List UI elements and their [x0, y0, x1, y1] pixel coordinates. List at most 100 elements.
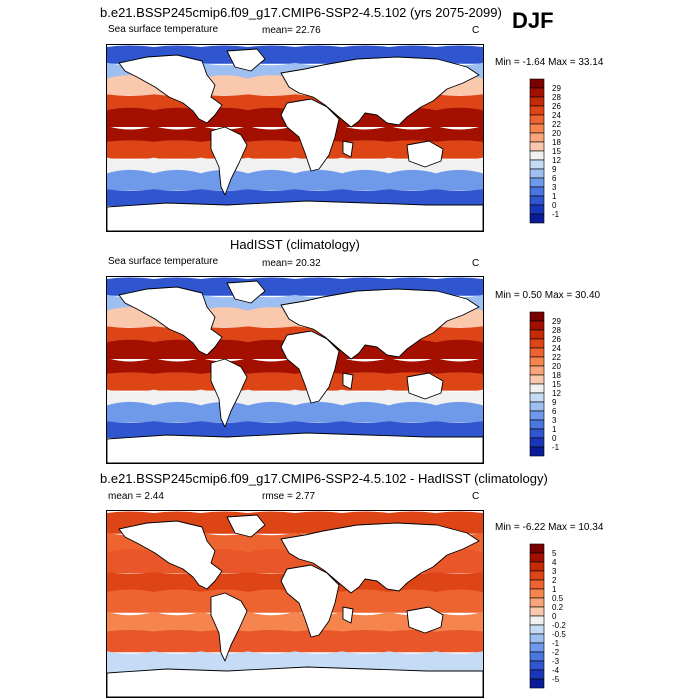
colorbar-box [529, 588, 545, 599]
panel-3-rmse-label: rmse = 2.77 [262, 491, 316, 502]
colorbar-box [529, 561, 545, 572]
colorbar-tick-label: -4 [552, 666, 560, 675]
colorbar-box [529, 123, 545, 134]
colorbar-tick-label: 15 [552, 147, 561, 156]
panel-3-unit: C [472, 491, 480, 502]
colorbar-tick-label: 28 [552, 326, 561, 335]
sst-band [107, 421, 483, 438]
colorbar-box [529, 615, 545, 626]
panel-3-map [106, 510, 484, 698]
colorbar-box [529, 356, 545, 367]
colorbar-tick-label: 4 [552, 558, 557, 567]
colorbar-tick-label: 6 [552, 174, 557, 183]
colorbar-box [529, 669, 545, 680]
land-outline [226, 48, 266, 72]
colorbar-box [529, 437, 545, 448]
colorbar-box [529, 597, 545, 608]
colorbar-box [529, 311, 545, 322]
colorbar-tick-label: 3 [552, 183, 557, 192]
colorbar-tick-label: -3 [552, 657, 560, 666]
colorbar-box [529, 105, 545, 116]
colorbar-box [529, 177, 545, 188]
panel-1-map-plot [107, 45, 483, 231]
sst-band [107, 401, 483, 423]
colorbar-box [529, 338, 545, 349]
colorbar-tick-label: 6 [552, 407, 557, 416]
panel-1-title: b.e21.BSSP245cmip6.f09_g17.CMIP6-SSP2-4.… [100, 5, 502, 20]
sst-band [107, 126, 483, 143]
colorbar-tick-label: 15 [552, 380, 561, 389]
colorbar-box [529, 87, 545, 98]
land-outline [280, 98, 340, 172]
land-outline [280, 522, 480, 594]
colorbar-box [529, 96, 545, 107]
colorbar-box [529, 374, 545, 385]
colorbar-tick-label: 26 [552, 102, 561, 111]
colorbar-box [529, 552, 545, 563]
panel-2-title: HadISST (climatology) [230, 237, 360, 252]
land-outline [406, 140, 444, 168]
colorbar-tick-label: 18 [552, 138, 561, 147]
land-outline [342, 140, 354, 158]
colorbar-tick-label: 0 [552, 434, 557, 443]
colorbar-box [529, 168, 545, 179]
colorbar-tick-label: 3 [552, 416, 557, 425]
colorbar-box [529, 579, 545, 590]
colorbar-tick-label: -2 [552, 648, 560, 657]
panel-2-mean-label: mean= 20.32 [262, 258, 321, 269]
colorbar-box [529, 392, 545, 403]
panel-2-variable-label: Sea surface temperature [108, 256, 219, 267]
colorbar-box [529, 114, 545, 125]
colorbar-box [529, 320, 545, 331]
colorbar-tick-label: 20 [552, 129, 561, 138]
land-outline [280, 564, 340, 638]
colorbar-tick-label: 29 [552, 84, 561, 93]
land-outline [210, 358, 248, 428]
land-outline [210, 126, 248, 196]
colorbar-box [529, 446, 545, 457]
colorbar-tick-label: -0.5 [552, 630, 566, 639]
panel-2-minmax: Min = 0.50 Max = 30.40 [495, 290, 601, 301]
colorbar-box [529, 159, 545, 170]
colorbar-box [529, 419, 545, 430]
panel-2-map-plot [107, 277, 483, 463]
panel-2-unit: C [472, 258, 480, 269]
sst-band [107, 169, 483, 191]
land-outline [342, 372, 354, 390]
land-outline [210, 592, 248, 662]
panel-3-mean-label: mean = 2.44 [108, 491, 164, 502]
season-label: DJF [512, 8, 554, 33]
land-outline [107, 432, 483, 463]
colorbar-tick-label: 1 [552, 192, 557, 201]
sst-band [107, 589, 483, 613]
colorbar-tick-label: 24 [552, 111, 561, 120]
colorbar-tick-label: 0.5 [552, 594, 564, 603]
colorbar-box [529, 186, 545, 197]
colorbar-tick-label: 0.2 [552, 603, 564, 612]
colorbar-tick-label: 1 [552, 585, 557, 594]
panel-2-colorbar: 29 28 26 24 22 20 18 15 12 9 6 3 1 0 -1 [529, 311, 590, 462]
colorbar-tick-label: 0 [552, 201, 557, 210]
colorbar-box [529, 204, 545, 215]
land-outline [226, 280, 266, 304]
panel-1-map [106, 44, 484, 232]
colorbar-box [529, 150, 545, 161]
land-outline [280, 56, 480, 128]
colorbar-tick-label: 18 [552, 371, 561, 380]
colorbar-tick-label: 26 [552, 335, 561, 344]
colorbar-box [529, 678, 545, 689]
colorbar-tick-label: 9 [552, 165, 557, 174]
colorbar-tick-label: 29 [552, 317, 561, 326]
colorbar-tick-label: 20 [552, 362, 561, 371]
colorbar-box [529, 383, 545, 394]
land-outline [406, 606, 444, 634]
colorbar-box [529, 141, 545, 152]
land-outline [107, 666, 483, 697]
colorbar-box [529, 624, 545, 635]
colorbar-tick-label: 1 [552, 425, 557, 434]
sst-band [107, 189, 483, 206]
colorbar-box [529, 428, 545, 439]
